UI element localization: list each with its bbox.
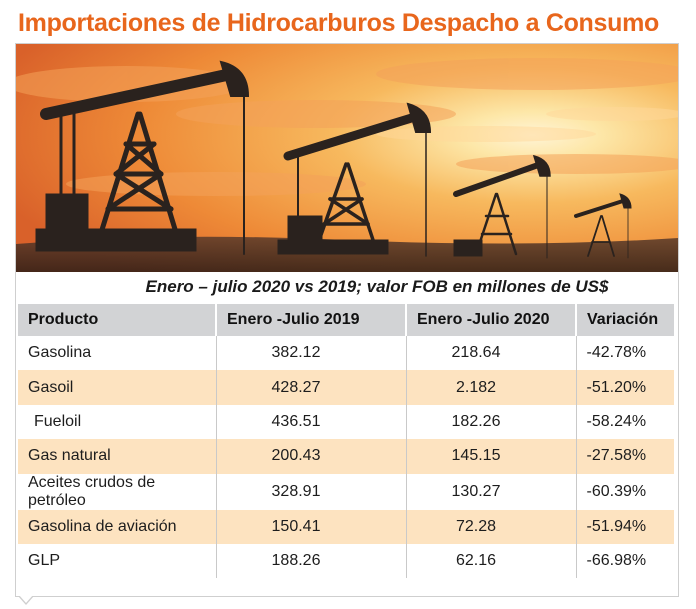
cell-2019: 188.26 (216, 543, 407, 579)
cell-2019: 150.41 (216, 509, 407, 544)
table-row: Gasoil 428.27 2.182 -51.20% (18, 370, 674, 405)
oil-pumpjacks-photo (16, 44, 678, 272)
cell-product: Aceites crudos de petróleo (18, 473, 217, 510)
cell-2019: 328.91 (216, 473, 407, 510)
imports-table: Producto Enero -Julio 2019 Enero -Julio … (18, 304, 674, 579)
cell-2020: 182.26 (406, 404, 577, 440)
cell-variation: -51.94% (576, 509, 674, 544)
table-subtitle: Enero – julio 2020 vs 2019; valor FOB en… (145, 277, 609, 296)
cell-2019: 200.43 (216, 439, 407, 474)
cell-variation: -42.78% (586, 344, 647, 362)
table-header-row: Producto Enero -Julio 2019 Enero -Julio … (18, 304, 674, 336)
cell-2020: 145.15 (406, 439, 577, 474)
cell-product: Fueloil (18, 404, 217, 440)
header-producto: Producto (18, 304, 217, 336)
cell-2019: 382.12 (216, 336, 407, 371)
cell-variation: -66.98% (586, 552, 647, 570)
page-title: Importaciones de Hidrocarburos Despacho … (18, 9, 659, 37)
table-row: Gasolina 382.12 218.64 -42.78% (18, 336, 674, 371)
cell-product: Gas natural (18, 439, 217, 474)
cell-2020: 62.16 (406, 543, 577, 579)
cell-2019: 428.27 (216, 370, 407, 405)
cell-2019: 436.51 (216, 404, 407, 440)
table-row: Aceites crudos de petróleo 328.91 130.27… (18, 473, 674, 510)
table-row: Gas natural 200.43 145.15 -27.58% (18, 439, 674, 474)
cell-variation: -60.39% (586, 482, 647, 500)
cell-2020: 72.28 (406, 509, 577, 544)
cell-2020: 218.64 (406, 336, 577, 371)
cell-product: Gasoil (18, 370, 217, 405)
table-row: Gasolina de aviación 150.41 72.28 -51.94… (18, 509, 674, 544)
cell-variation: -58.24% (586, 412, 647, 430)
cell-2020: 130.27 (406, 473, 577, 510)
header-2020: Enero -Julio 2020 (406, 304, 577, 336)
cell-variation: -51.20% (576, 370, 674, 405)
header-2019: Enero -Julio 2019 (216, 304, 407, 336)
cell-product: Gasolina (18, 336, 217, 371)
header-variacion: Variación (576, 304, 674, 336)
cell-variation: -27.58% (576, 439, 674, 474)
table-row: GLP 188.26 62.16 -66.98% (18, 543, 674, 579)
cell-product: Gasolina de aviación (18, 509, 217, 544)
speech-pointer (18, 595, 34, 605)
cell-2020: 2.182 (406, 370, 577, 405)
table-row: Fueloil 436.51 182.26 -58.24% (18, 404, 674, 440)
cell-product: GLP (18, 543, 217, 579)
